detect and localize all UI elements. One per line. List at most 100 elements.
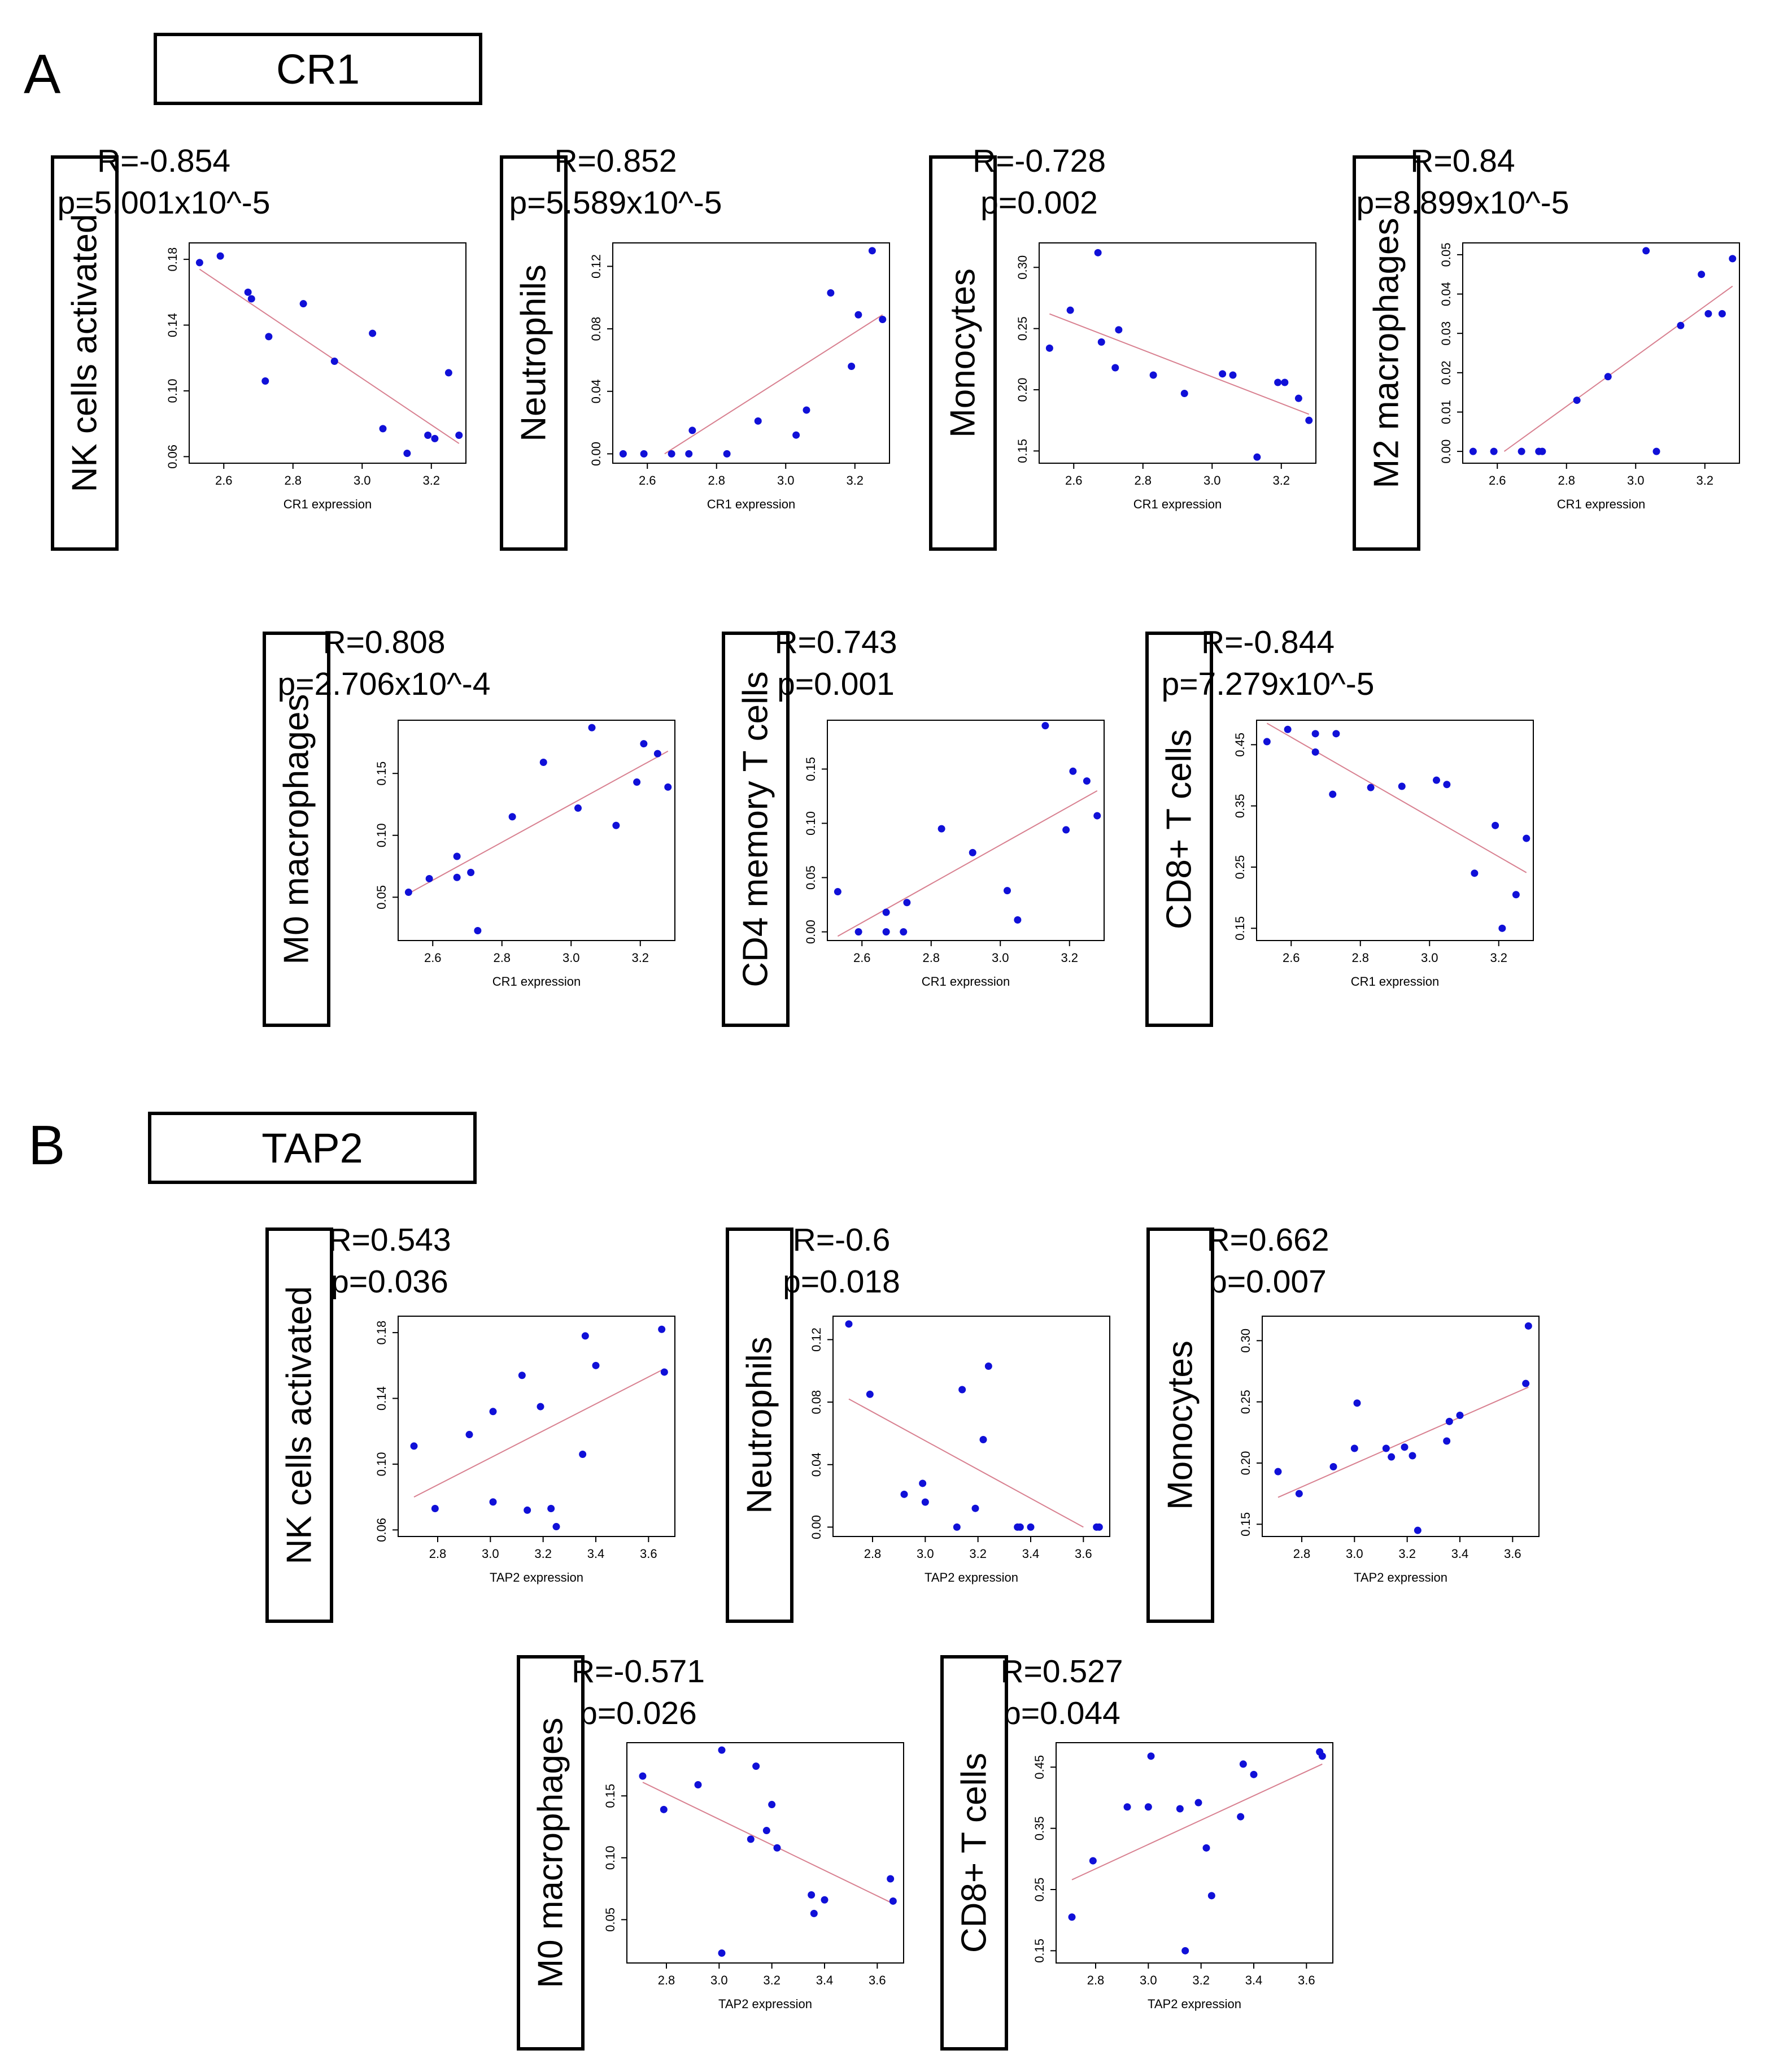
x-tick-label: 3.2 [422, 473, 440, 487]
data-point [903, 899, 911, 907]
x-tick-label: 2.8 [922, 951, 940, 965]
data-point [1250, 1770, 1258, 1778]
panel-a-gene-label: CR1 [154, 33, 482, 105]
x-tick-label: 3.2 [846, 473, 864, 487]
data-point [1083, 777, 1091, 785]
data-point [1471, 869, 1479, 877]
data-point [639, 1772, 647, 1780]
x-tick-label: 3.0 [562, 951, 580, 965]
r-value: R=-0.571 [571, 1653, 705, 1690]
data-point [1068, 1913, 1076, 1921]
data-point [552, 1523, 560, 1531]
data-point [431, 1505, 439, 1513]
data-point [754, 417, 762, 425]
data-point [1367, 783, 1375, 791]
data-point [1445, 1417, 1453, 1425]
data-point [1094, 249, 1102, 256]
data-point [489, 1408, 497, 1416]
cell-type-text: CD4 memory T cells [736, 671, 775, 987]
p-value: p=0.001 [777, 666, 895, 702]
data-point [1144, 1803, 1152, 1811]
r-value: R=0.527 [1000, 1653, 1123, 1690]
cell-type-text: CD8+ T cells [1159, 729, 1199, 930]
data-point [1202, 1844, 1210, 1852]
data-point [1004, 887, 1011, 895]
data-point [827, 289, 835, 297]
data-point [453, 852, 461, 860]
y-tick-label: 0.00 [589, 442, 603, 466]
x-tick-label: 3.6 [1298, 1973, 1315, 1987]
data-point [668, 450, 675, 458]
y-tick-label: 0.14 [374, 1386, 389, 1411]
x-tick-label: 2.8 [1134, 473, 1152, 487]
correlation-stats: R=0.743 p=0.001 [723, 621, 949, 705]
x-axis-label: TAP2 expression [718, 1997, 812, 2011]
data-point [971, 1504, 979, 1512]
plot-frame [1262, 1316, 1540, 1537]
correlation-stats: R=-0.6 p=0.018 [729, 1219, 954, 1303]
x-tick-label: 2.8 [1351, 951, 1369, 965]
cell-type-label: CD8+ T cells [940, 1655, 1008, 2051]
data-point [265, 333, 273, 341]
y-tick-label: 0.00 [804, 920, 818, 944]
data-point [718, 1949, 726, 1957]
x-axis-label: CR1 expression [1557, 497, 1646, 511]
regression-line [837, 790, 1098, 937]
y-tick-label: 0.03 [1439, 321, 1453, 346]
plot-frame [398, 720, 675, 941]
data-point [539, 758, 547, 766]
x-tick-label: 3.2 [763, 1973, 780, 1987]
data-point [900, 1490, 908, 1498]
data-point [474, 926, 482, 934]
x-tick-label: 2.8 [284, 473, 302, 487]
data-point [1115, 326, 1123, 334]
data-point [489, 1498, 497, 1506]
regression-line [1503, 285, 1733, 452]
scatter-plot: 2.6 2.8 3.0 3.2 0.15 0.20 0.25 0.30 CR1 expressi… [1015, 242, 1316, 511]
correlation-stats: R=0.852 p=5.589x10^-5 [503, 140, 729, 224]
y-tick-label: 0.05 [603, 1908, 617, 1932]
x-tick-label: 3.0 [482, 1547, 499, 1561]
r-value: R=-0.844 [1201, 624, 1335, 660]
x-tick-label: 3.0 [777, 473, 795, 487]
y-tick-label: 0.10 [603, 1845, 617, 1870]
x-axis-label: CR1 expression [1133, 497, 1222, 511]
data-point [854, 928, 862, 936]
data-point [404, 889, 412, 896]
y-tick-label: 0.06 [374, 1518, 389, 1542]
data-point [1295, 1490, 1303, 1498]
regression-line [664, 314, 883, 455]
data-point [752, 1762, 760, 1770]
data-point [660, 1368, 668, 1376]
x-tick-label: 3.4 [1245, 1973, 1263, 1987]
data-point [900, 928, 908, 936]
y-tick-label: 0.35 [1032, 1816, 1046, 1840]
y-tick-label: 0.20 [1239, 1451, 1253, 1475]
data-point [1041, 722, 1049, 730]
x-tick-label: 2.8 [493, 951, 511, 965]
x-tick-label: 3.2 [1696, 473, 1713, 487]
x-tick-label: 3.0 [1204, 473, 1221, 487]
x-axis-label: CR1 expression [922, 974, 1010, 989]
cell-type-text: M0 macrophages [277, 694, 316, 965]
plot-frame [1462, 242, 1740, 464]
y-tick-label: 0.00 [809, 1515, 823, 1539]
y-tick-label: 0.18 [374, 1321, 389, 1345]
data-point [330, 358, 338, 365]
x-tick-label: 2.6 [1065, 473, 1083, 487]
r-value: R=-0.6 [792, 1222, 891, 1258]
p-value: p=5.001x10^-5 [57, 185, 271, 221]
data-point [803, 406, 810, 414]
data-point [1677, 321, 1685, 329]
p-value: p=8.899x10^-5 [1356, 185, 1569, 221]
data-point [1498, 924, 1506, 932]
cell-type-label: Neutrophils [500, 155, 568, 551]
data-point [465, 1431, 473, 1439]
data-point [1718, 310, 1726, 317]
data-point [1069, 767, 1077, 775]
cell-type-label: CD4 memory T cells [722, 632, 790, 1027]
data-point [574, 804, 582, 812]
regression-line [1071, 1764, 1323, 1881]
data-point [1062, 826, 1070, 834]
x-tick-label: 3.6 [1504, 1547, 1521, 1561]
